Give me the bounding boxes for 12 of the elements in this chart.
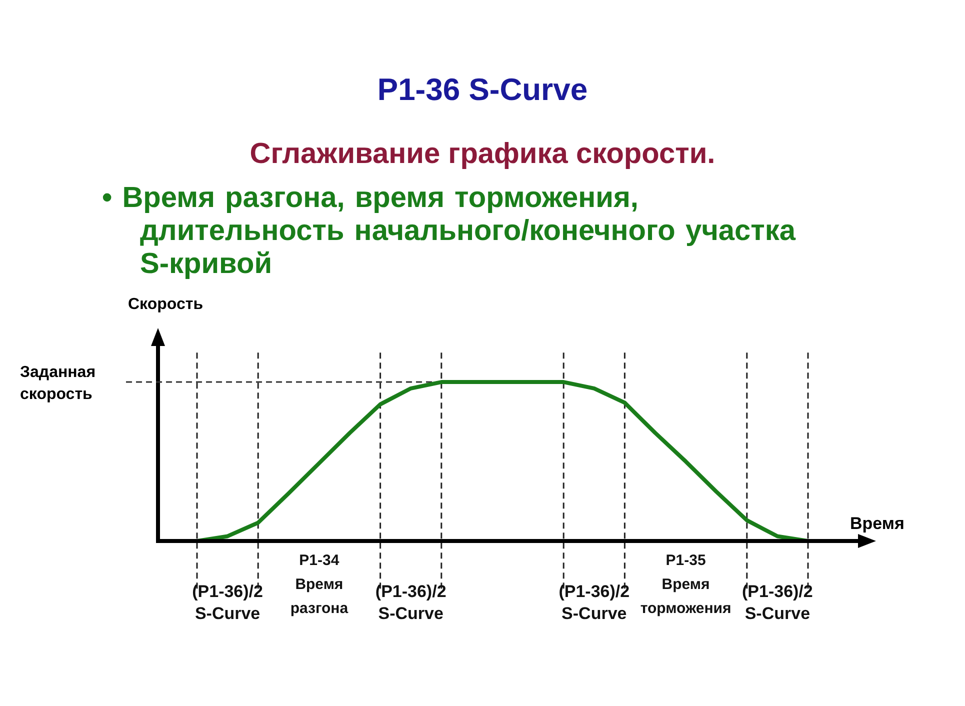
- x-tick-label: (P1-36)/2 S-Curve: [742, 582, 813, 623]
- x-tick-label: P1-35 Время торможения: [640, 552, 732, 617]
- y-axis-title: Скорость: [128, 296, 204, 314]
- x-axis-title: Время: [850, 514, 904, 534]
- text: • Время разгона, время торможения, длительность начального/конечного участка S-кривой: [102, 182, 797, 281]
- chart-title: P1-36 S-Curve: [376, 72, 589, 108]
- x-tick-label: (P1-36)/2 S-Curve: [558, 582, 630, 623]
- x-tick-label: (P1-36)/2 S-Curve: [375, 582, 446, 623]
- chart-subtitle: Сглаживание графика скорости.: [248, 138, 716, 171]
- x-tick-label: (P1-36)/2 S-Curve: [192, 582, 263, 623]
- x-tick-label: P1-34 Время разгона: [290, 552, 349, 617]
- ref-line-label: Заданная скорость: [20, 363, 97, 406]
